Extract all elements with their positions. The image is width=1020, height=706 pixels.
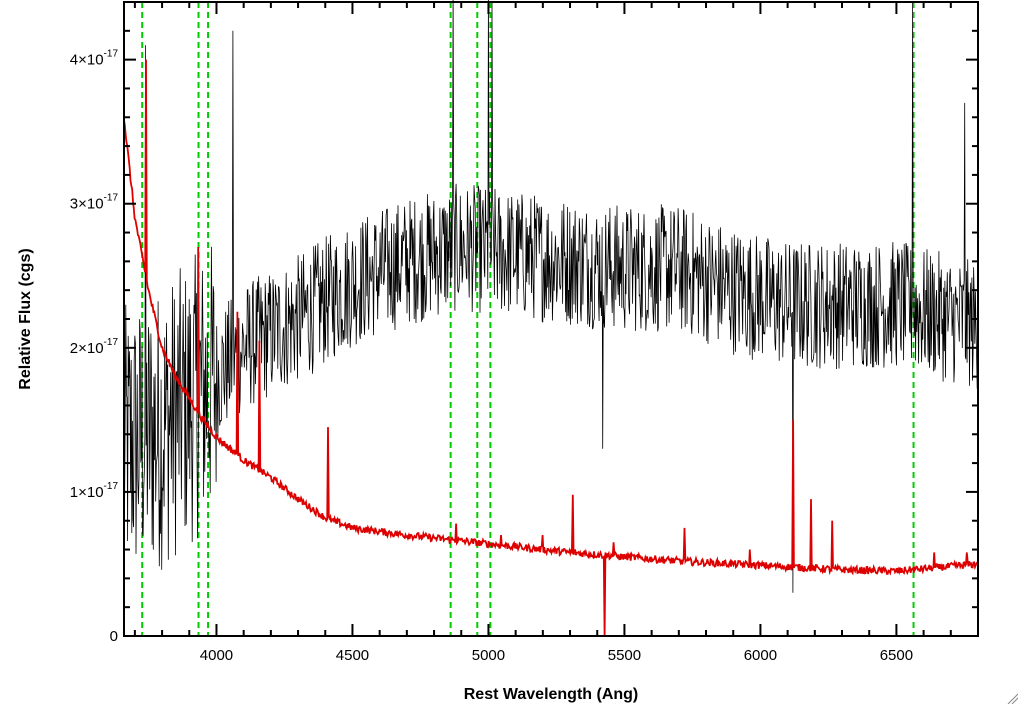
series-observed-spectrum: [123, 0, 979, 593]
y-tick-label: 1×10-17: [70, 481, 119, 501]
x-tick-label: 6500: [880, 647, 913, 664]
y-tick-label: 0: [110, 628, 118, 645]
model-template-line: [123, 59, 979, 637]
x-tick-label: 5000: [472, 647, 505, 664]
reference-lines: [141, 2, 915, 636]
x-axis-ticks: 4000 4500 5000 5500 6000 6500: [133, 2, 979, 664]
y-axis-label: Relative Flux (cgs): [17, 248, 34, 389]
y-tick-label: 3×10-17: [70, 193, 119, 213]
y-axis-ticks: 0 1×10-17 2×10-17 3×10-17 4×10-17: [70, 0, 978, 645]
series-model-template: [123, 59, 979, 637]
x-tick-label: 4500: [336, 647, 369, 664]
y-tick-label: 4×10-17: [70, 49, 119, 69]
x-tick-label: 6000: [744, 647, 777, 664]
resize-grip-icon[interactable]: [1006, 692, 1018, 704]
observed-spectrum-line: [123, 0, 979, 593]
x-tick-label: 4000: [200, 647, 233, 664]
x-axis-label: Rest Wavelength (Ang): [464, 686, 639, 703]
y-tick-label: 2×10-17: [70, 337, 119, 357]
x-tick-label: 5500: [608, 647, 641, 664]
